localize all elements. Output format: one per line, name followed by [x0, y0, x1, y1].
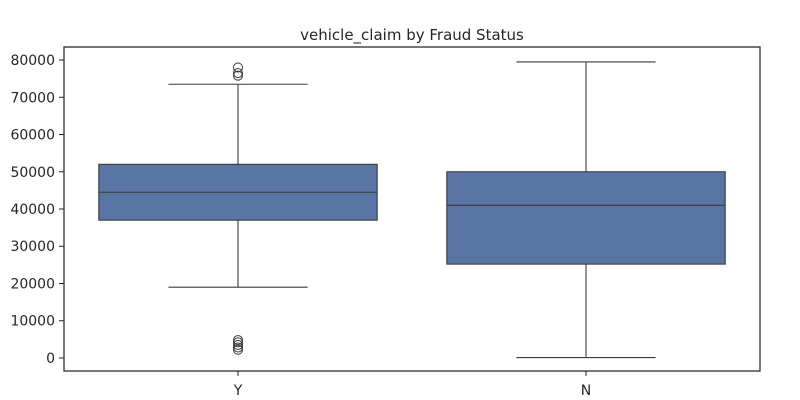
y-tick-label: 50000 [10, 165, 55, 181]
outlier-point [233, 337, 243, 348]
outlier-point [233, 68, 243, 79]
y-tick-label: 70000 [10, 90, 55, 106]
y-tick-label: 40000 [10, 202, 55, 218]
plot-area: 0 10000 20000 30000 40000 50000 60000 70000 8000… [10, 53, 726, 399]
box-N [446, 171, 726, 265]
x-tick-label: N [581, 383, 591, 399]
outlier-point [233, 344, 243, 355]
axes-frame [63, 46, 761, 372]
outlier-point [233, 62, 243, 73]
outlier-point [233, 70, 243, 81]
x-tick-label: Y [233, 383, 243, 399]
y-tick-label: 80000 [10, 53, 55, 69]
outlier-point [233, 335, 243, 346]
chart-title: vehicle_claim by Fraud Status [300, 26, 524, 45]
outlier-point [233, 339, 243, 350]
y-tick-label: 60000 [10, 128, 55, 144]
y-tick-label: 0 [46, 351, 55, 367]
outlier-point [233, 342, 243, 353]
y-tick-label: 20000 [10, 276, 55, 292]
y-tick-label: 30000 [10, 239, 55, 255]
y-tick-label: 10000 [10, 314, 55, 330]
